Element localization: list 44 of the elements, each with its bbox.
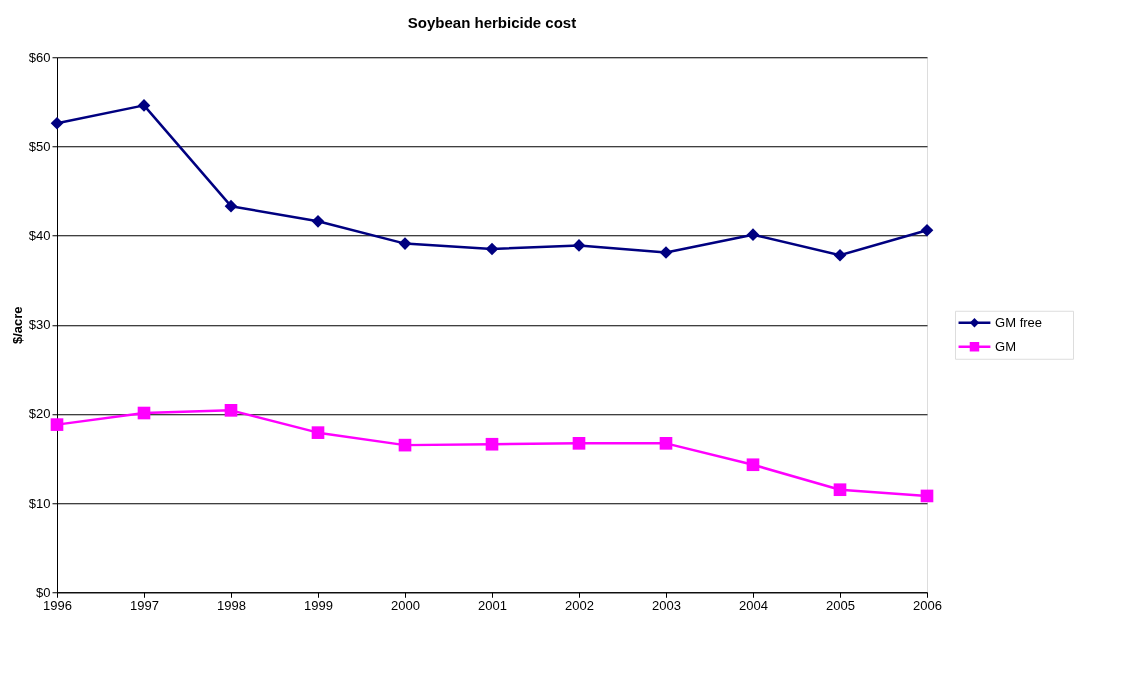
- y-tick-label: $50: [28, 138, 51, 154]
- point: [920, 489, 934, 503]
- x-tick-label: 1999: [304, 597, 333, 613]
- point: [659, 437, 673, 450]
- point: [746, 228, 760, 242]
- point: [224, 199, 238, 213]
- x-tick-label: 2005: [826, 597, 855, 613]
- point: [137, 406, 151, 420]
- point: [311, 426, 325, 439]
- x-tick-label: 1997: [130, 597, 159, 613]
- y-tick-label: $40: [28, 228, 51, 244]
- point: [311, 214, 325, 228]
- point: [485, 437, 499, 451]
- point: [137, 99, 151, 112]
- legend-label: GM free: [995, 314, 1043, 330]
- y-tick-label: $0: [36, 584, 51, 600]
- x-tick-label: 2002: [565, 597, 594, 613]
- y-axis-title: $/acre: [9, 306, 25, 345]
- point: [398, 438, 412, 452]
- chart-title: Soybean herbicide cost: [407, 14, 577, 32]
- point: [746, 458, 760, 472]
- point: [833, 248, 847, 262]
- x-tick-label: 1996: [43, 597, 72, 613]
- x-tick-label: 2001: [478, 597, 507, 613]
- point: [572, 239, 586, 252]
- y-tick-label: $60: [28, 49, 51, 65]
- point: [50, 116, 64, 130]
- point: [50, 418, 64, 431]
- y-tick-label: $10: [28, 495, 51, 511]
- legend-label: GM: [995, 338, 1017, 354]
- point: [398, 237, 412, 250]
- y-tick-label: $30: [28, 317, 51, 333]
- point: [659, 246, 673, 259]
- x-tick-label: 1998: [217, 597, 246, 613]
- point: [224, 404, 238, 417]
- y-tick-label: $20: [28, 406, 51, 422]
- x-tick-label: 2000: [391, 597, 420, 613]
- point: [572, 437, 586, 450]
- x-tick-label: 2004: [739, 597, 768, 613]
- x-tick-label: 2006: [913, 597, 942, 613]
- x-tick-label: 2003: [652, 597, 681, 613]
- point: [920, 223, 934, 237]
- point: [833, 483, 847, 497]
- point: [485, 242, 499, 256]
